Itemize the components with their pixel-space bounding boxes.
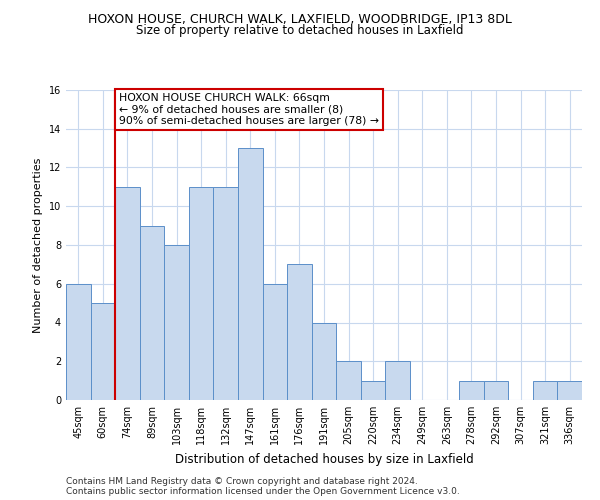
- Bar: [557, 380, 582, 400]
- Bar: [287, 264, 312, 400]
- Bar: [484, 380, 508, 400]
- Bar: [189, 187, 214, 400]
- Bar: [385, 361, 410, 400]
- Text: Contains public sector information licensed under the Open Government Licence v3: Contains public sector information licen…: [66, 488, 460, 496]
- Bar: [115, 187, 140, 400]
- X-axis label: Distribution of detached houses by size in Laxfield: Distribution of detached houses by size …: [175, 452, 473, 466]
- Bar: [238, 148, 263, 400]
- Y-axis label: Number of detached properties: Number of detached properties: [33, 158, 43, 332]
- Text: HOXON HOUSE CHURCH WALK: 66sqm
← 9% of detached houses are smaller (8)
90% of se: HOXON HOUSE CHURCH WALK: 66sqm ← 9% of d…: [119, 93, 379, 126]
- Bar: [214, 187, 238, 400]
- Bar: [164, 245, 189, 400]
- Bar: [361, 380, 385, 400]
- Bar: [336, 361, 361, 400]
- Bar: [312, 322, 336, 400]
- Bar: [263, 284, 287, 400]
- Bar: [459, 380, 484, 400]
- Bar: [66, 284, 91, 400]
- Bar: [533, 380, 557, 400]
- Bar: [140, 226, 164, 400]
- Text: HOXON HOUSE, CHURCH WALK, LAXFIELD, WOODBRIDGE, IP13 8DL: HOXON HOUSE, CHURCH WALK, LAXFIELD, WOOD…: [88, 12, 512, 26]
- Text: Contains HM Land Registry data © Crown copyright and database right 2024.: Contains HM Land Registry data © Crown c…: [66, 478, 418, 486]
- Bar: [91, 303, 115, 400]
- Text: Size of property relative to detached houses in Laxfield: Size of property relative to detached ho…: [136, 24, 464, 37]
